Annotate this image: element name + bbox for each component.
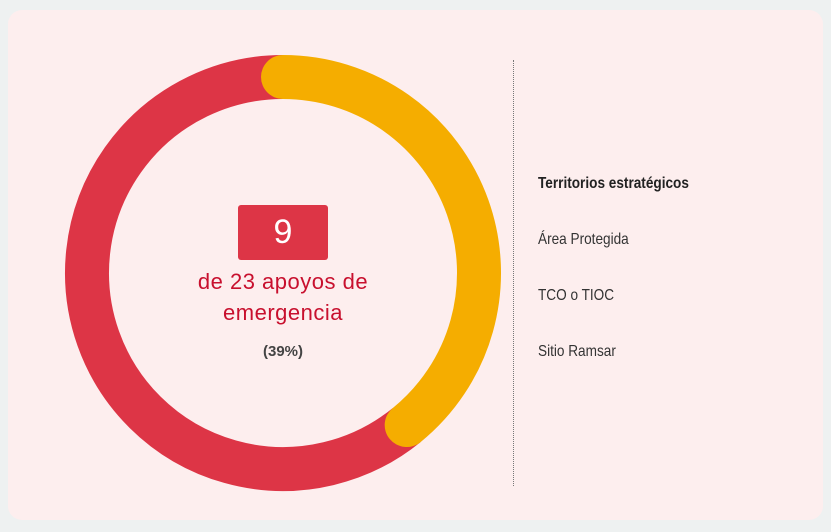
divider <box>513 60 514 486</box>
center-value: 9 <box>238 205 328 260</box>
legend-item: TCO o TIOC <box>538 287 615 304</box>
center-text: de 23 apoyos de emergencia <box>197 269 369 325</box>
legend-item: Sitio Ramsar <box>538 343 616 360</box>
percent-label: (39%) <box>262 343 303 360</box>
donut-segment <box>261 55 501 448</box>
legend-title: Territorios estratégicos <box>538 175 689 192</box>
legend-item: Área Protegida <box>538 231 629 248</box>
donut-segment <box>65 55 421 491</box>
